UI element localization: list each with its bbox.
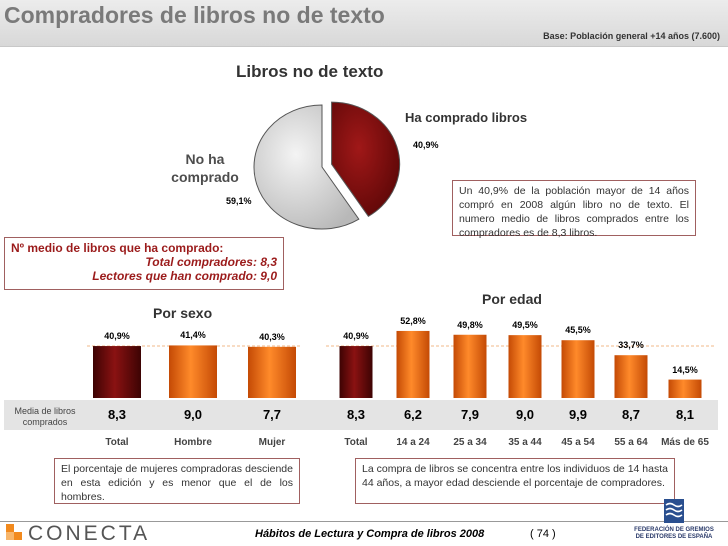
age-average-1: 6,2: [403, 407, 423, 422]
publication-title: Hábitos de Lectura y Compra de libros 20…: [255, 528, 485, 540]
age-bar-2: [453, 334, 487, 398]
average-strip: [4, 400, 718, 430]
sex-chart-title: Por sexo: [153, 305, 213, 321]
age-value-label-4: 45,5%: [565, 325, 591, 336]
age-bar-4: [561, 340, 595, 398]
age-value-label-5: 33,7%: [618, 340, 644, 351]
age-category-3: 35 a 44: [508, 437, 542, 448]
pie-chart: [253, 101, 401, 230]
age-bar-6: [668, 379, 702, 398]
sex-value-label-0: 40,9%: [104, 331, 130, 342]
pie-slice-bought: [331, 101, 401, 217]
average-box-total: Total compradores: 8,3: [145, 255, 277, 269]
sex-bar-2: [248, 346, 296, 398]
age-average-0: 8,3: [346, 407, 366, 422]
age-average-2: 7,9: [460, 407, 480, 422]
age-callout: La compra de libros se concentra entre l…: [355, 458, 675, 504]
federation-line1: FEDERACIÓN DE GREMIOS: [634, 527, 714, 533]
age-average-5: 8,7: [621, 407, 641, 422]
pie-label-not-bought-line2: comprado: [171, 169, 239, 185]
age-average-6: 8,1: [675, 407, 695, 422]
age-bar-1: [396, 330, 430, 398]
age-category-2: 25 a 34: [453, 437, 487, 448]
age-value-label-1: 52,8%: [400, 315, 426, 326]
page-title: Compradores de libros no de texto: [4, 2, 385, 28]
age-value-label-2: 49,8%: [457, 319, 483, 330]
base-note: Base: Población general +14 años (7.600): [543, 31, 720, 41]
bar-charts: [87, 330, 715, 398]
sex-category-1: Hombre: [174, 437, 212, 448]
pie-chart-title: Libros no de texto: [236, 62, 384, 81]
footer-rule: [0, 521, 728, 522]
age-bar-0: [339, 346, 373, 398]
federation-logo: FEDERACIÓN DE GREMIOS DE EDITORES DE ESP…: [624, 497, 724, 546]
sex-category-2: Mujer: [258, 437, 286, 448]
pie-label-bought: Ha comprado libros: [405, 110, 528, 125]
page-number: ( 74 ): [530, 528, 556, 540]
average-books-box: Nº medio de libros que ha comprado: Tota…: [4, 237, 284, 290]
age-average-4: 9,9: [568, 407, 588, 422]
sex-value-label-1: 41,4%: [180, 330, 206, 341]
age-category-0: Total: [344, 437, 368, 448]
sex-bar-1: [169, 345, 217, 398]
sex-category-0: Total: [105, 437, 129, 448]
age-bar-3: [508, 335, 542, 398]
age-category-5: 55 a 64: [614, 437, 648, 448]
pie-slice-label-not-bought: 59,1%: [226, 196, 252, 206]
age-value-label-3: 49,5%: [512, 320, 538, 331]
age-category-1: 14 a 24: [396, 437, 430, 448]
pie-callout: Un 40,9% de la población mayor de 14 año…: [452, 180, 696, 239]
pie-label-not-bought-line1: No ha: [185, 151, 225, 167]
pie-slice-label-bought: 40,9%: [413, 140, 439, 150]
sex-bar-0: [93, 346, 141, 398]
sex-value-label-2: 40,3%: [259, 331, 285, 342]
age-bar-5: [614, 355, 648, 398]
pie-slice-not-bought: [253, 104, 360, 230]
federation-emblem: [664, 499, 684, 523]
header-bar: [0, 0, 728, 47]
age-category-6: Más de 65: [661, 437, 709, 448]
sex-average-2: 7,7: [262, 407, 282, 422]
sex-average-0: 8,3: [107, 407, 127, 422]
age-average-3: 9,0: [515, 407, 535, 422]
average-box-heading: Nº medio de libros que ha comprado:: [11, 241, 224, 255]
svg-text:CONECTA: CONECTA: [28, 522, 150, 545]
age-value-label-0: 40,9%: [343, 331, 369, 342]
age-category-4: 45 a 54: [561, 437, 595, 448]
age-chart-title: Por edad: [482, 291, 542, 307]
federation-line2: DE EDITORES DE ESPAÑA: [635, 534, 713, 540]
conecta-logo: CONECTA: [6, 522, 150, 545]
average-box-readers: Lectores que han comprado: 9,0: [92, 269, 277, 283]
pie-label-not-bought: No ha comprado: [160, 150, 250, 186]
sex-average-1: 9,0: [183, 407, 203, 422]
sex-callout: El porcentaje de mujeres compradoras des…: [54, 458, 300, 504]
average-side-label: Media de libros comprados: [14, 406, 76, 427]
age-value-label-6: 14,5%: [672, 364, 698, 375]
